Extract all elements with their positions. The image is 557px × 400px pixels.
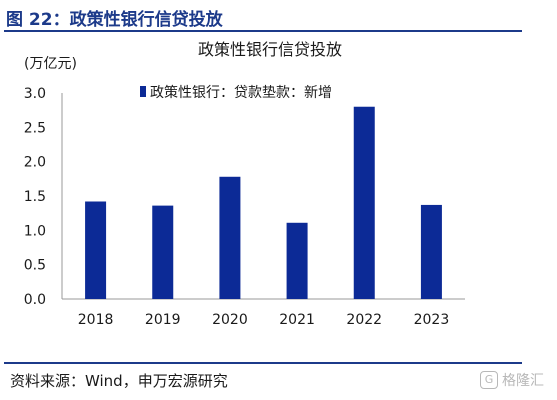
chart-title: 政策性银行信贷投放 bbox=[198, 40, 342, 59]
bar-2021 bbox=[286, 222, 308, 299]
x-tick-label: 2020 bbox=[212, 312, 248, 328]
y-tick-label: 1.5 bbox=[24, 189, 46, 205]
bar-2020 bbox=[219, 176, 241, 299]
watermark: G 格隆汇 bbox=[480, 370, 544, 390]
x-tick-label: 2023 bbox=[414, 312, 450, 328]
watermark-logo-icon: G bbox=[480, 371, 498, 389]
bar-chart: 政策性银行信贷投放 (万亿元) 政策性银行：贷款垫款：新增 0.0 0.5 1.0 1… bbox=[24, 40, 465, 328]
bar-2018 bbox=[85, 201, 107, 299]
figure-title: 图 22：政策性银行信贷投放 bbox=[6, 10, 223, 30]
x-tick-label: 2019 bbox=[145, 312, 181, 328]
y-tick-label: 0.5 bbox=[24, 258, 46, 274]
x-tick-label: 2022 bbox=[346, 312, 382, 328]
y-tick-label: 1.0 bbox=[24, 223, 46, 239]
bar-2022 bbox=[353, 106, 375, 299]
legend-label: 政策性银行：贷款垫款：新增 bbox=[150, 84, 332, 101]
y-tick-labels: 0.0 0.5 1.0 1.5 2.0 2.5 3.0 bbox=[24, 86, 46, 308]
bars bbox=[85, 106, 442, 299]
x-tick-label: 2018 bbox=[78, 312, 114, 328]
watermark-text: 格隆汇 bbox=[502, 373, 544, 389]
y-tick-label: 3.0 bbox=[24, 86, 46, 102]
y-unit-label: (万亿元) bbox=[24, 56, 77, 72]
bar-2023 bbox=[420, 204, 442, 299]
bottom-rule bbox=[4, 362, 522, 364]
top-rule bbox=[4, 30, 522, 32]
y-tick-label: 2.0 bbox=[24, 155, 46, 171]
bar-2019 bbox=[152, 205, 174, 299]
y-tick-label: 2.5 bbox=[24, 120, 46, 136]
x-tick-label: 2021 bbox=[279, 312, 315, 328]
legend-swatch bbox=[140, 86, 146, 97]
source-note: 资料来源：Wind，申万宏源研究 bbox=[10, 372, 228, 390]
y-tick-label: 0.0 bbox=[24, 292, 46, 308]
x-tick-labels: 2018 2019 2020 2021 2022 2023 bbox=[78, 312, 449, 328]
